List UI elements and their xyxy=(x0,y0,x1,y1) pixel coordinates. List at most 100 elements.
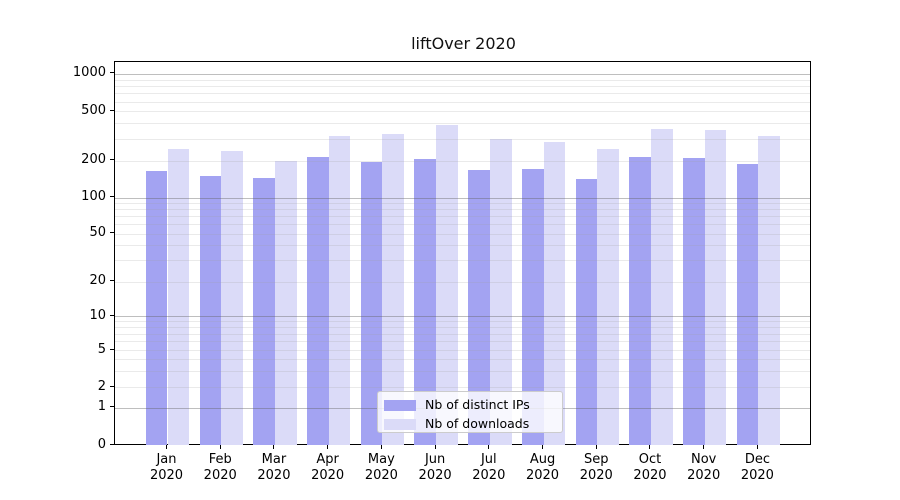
gridline-800 xyxy=(115,85,810,87)
x-tick-mark-jul xyxy=(488,445,490,449)
gridline-40 xyxy=(115,245,810,247)
bar-downloads-jun xyxy=(436,124,458,446)
x-tick-mark-apr xyxy=(327,445,329,449)
x-tick-label-mar: Mar 2020 xyxy=(257,452,291,483)
bar-downloads-feb xyxy=(221,151,243,446)
legend: Nb of distinct IPs Nb of downloads xyxy=(377,391,563,433)
legend-swatch-distinct-ips xyxy=(384,399,416,411)
x-tick-mark-may xyxy=(380,445,382,449)
x-tick-mark-feb xyxy=(219,445,221,449)
gridline-300 xyxy=(115,138,810,140)
y-tick-label-1000: 1000 xyxy=(72,65,106,81)
gridline-6 xyxy=(115,341,810,343)
gridline-200 xyxy=(115,160,810,162)
gridline-20 xyxy=(115,281,810,283)
bar-downloads-sep xyxy=(597,149,619,446)
gridline-700 xyxy=(115,93,810,95)
gridline-9 xyxy=(115,321,810,323)
gridline-90 xyxy=(115,203,810,205)
y-tick-mark-1000 xyxy=(110,72,115,74)
x-tick-label-may: May 2020 xyxy=(364,452,398,483)
x-tick-label-jan: Jan 2020 xyxy=(149,452,184,483)
gridline-10 xyxy=(115,316,810,317)
x-tick-mark-oct xyxy=(649,445,651,449)
x-tick-mark-sep xyxy=(595,445,597,449)
grid-layer xyxy=(115,62,810,444)
y-tick-mark-200 xyxy=(110,159,115,161)
x-tick-label-jun: Jun 2020 xyxy=(418,452,452,483)
bar-ips-sep xyxy=(575,179,598,446)
y-tick-label-1: 1 xyxy=(97,399,106,415)
bar-downloads-jan xyxy=(167,148,190,446)
x-tick-mark-jun xyxy=(434,445,436,449)
legend-label-distinct-ips: Nb of distinct IPs xyxy=(425,397,530,412)
bar-downloads-nov xyxy=(704,129,727,446)
gridline-60 xyxy=(115,224,810,226)
gridline-8 xyxy=(115,327,810,329)
y-tick-label-10: 10 xyxy=(89,307,106,323)
legend-entry-downloads: Nb of downloads xyxy=(384,416,562,432)
y-tick-mark-0 xyxy=(110,444,115,445)
gridline-50 xyxy=(115,233,810,235)
gridline-80 xyxy=(115,209,810,211)
bar-ips-nov xyxy=(683,157,705,446)
bar-ips-feb xyxy=(199,175,222,446)
y-tick-mark-500 xyxy=(110,109,115,111)
gridline-2 xyxy=(115,387,810,388)
bar-downloads-aug xyxy=(543,142,566,446)
gridline-7 xyxy=(115,333,810,335)
y-tick-mark-20 xyxy=(110,280,115,281)
bar-ips-jul xyxy=(468,169,490,446)
gridline-1000 xyxy=(115,73,810,75)
chart-title: liftOver 2020 xyxy=(411,34,516,53)
gridline-3 xyxy=(115,370,810,372)
y-tick-label-200: 200 xyxy=(81,152,106,168)
bar-downloads-mar xyxy=(274,160,297,446)
gridline-100 xyxy=(115,197,810,199)
y-tick-mark-5 xyxy=(110,348,115,350)
y-tick-label-20: 20 xyxy=(89,273,106,288)
x-tick-mark-aug xyxy=(542,445,544,449)
gridline-500 xyxy=(115,111,810,113)
x-tick-mark-nov xyxy=(703,445,705,449)
bar-downloads-may xyxy=(382,133,405,446)
gridline-5 xyxy=(115,350,810,352)
x-tick-label-apr: Apr 2020 xyxy=(311,452,345,483)
bar-ips-aug xyxy=(521,168,544,446)
bar-downloads-oct xyxy=(650,129,673,446)
gridline-70 xyxy=(115,216,810,218)
x-tick-mark-mar xyxy=(273,445,275,449)
gridline-30 xyxy=(115,260,810,262)
bar-ips-jun xyxy=(414,158,437,446)
x-tick-label-dec: Dec 2020 xyxy=(740,452,774,483)
gridline-900 xyxy=(115,79,810,81)
bar-ips-jan xyxy=(145,171,168,446)
y-tick-label-2: 2 xyxy=(97,378,106,394)
legend-label-downloads: Nb of downloads xyxy=(425,416,530,431)
bar-ips-may xyxy=(360,162,383,446)
y-tick-mark-100 xyxy=(110,196,115,198)
bars-layer xyxy=(115,62,810,446)
bar-downloads-jul xyxy=(489,138,512,446)
y-tick-label-5: 5 xyxy=(97,341,106,357)
x-tick-label-oct: Oct 2020 xyxy=(633,452,667,483)
y-tick-mark-2 xyxy=(110,385,115,387)
bar-ips-apr xyxy=(306,156,329,446)
y-tick-label-50: 50 xyxy=(89,225,106,240)
y-tick-label-0: 0 xyxy=(97,437,106,452)
bar-ips-dec xyxy=(736,163,759,446)
y-tick-mark-10 xyxy=(110,314,115,316)
legend-swatch-downloads xyxy=(384,418,416,430)
bar-ips-oct xyxy=(629,157,651,446)
x-tick-label-feb: Feb 2020 xyxy=(203,452,237,483)
x-tick-label-sep: Sep 2020 xyxy=(579,452,613,483)
x-tick-label-nov: Nov 2020 xyxy=(687,452,721,483)
y-tick-label-500: 500 xyxy=(81,102,106,118)
x-tick-mark-dec xyxy=(756,445,758,449)
y-tick-label-100: 100 xyxy=(81,189,106,205)
y-tick-mark-50 xyxy=(110,232,115,233)
x-tick-mark-jan xyxy=(166,445,167,449)
plot-area xyxy=(114,61,811,446)
bar-downloads-dec xyxy=(758,135,781,446)
